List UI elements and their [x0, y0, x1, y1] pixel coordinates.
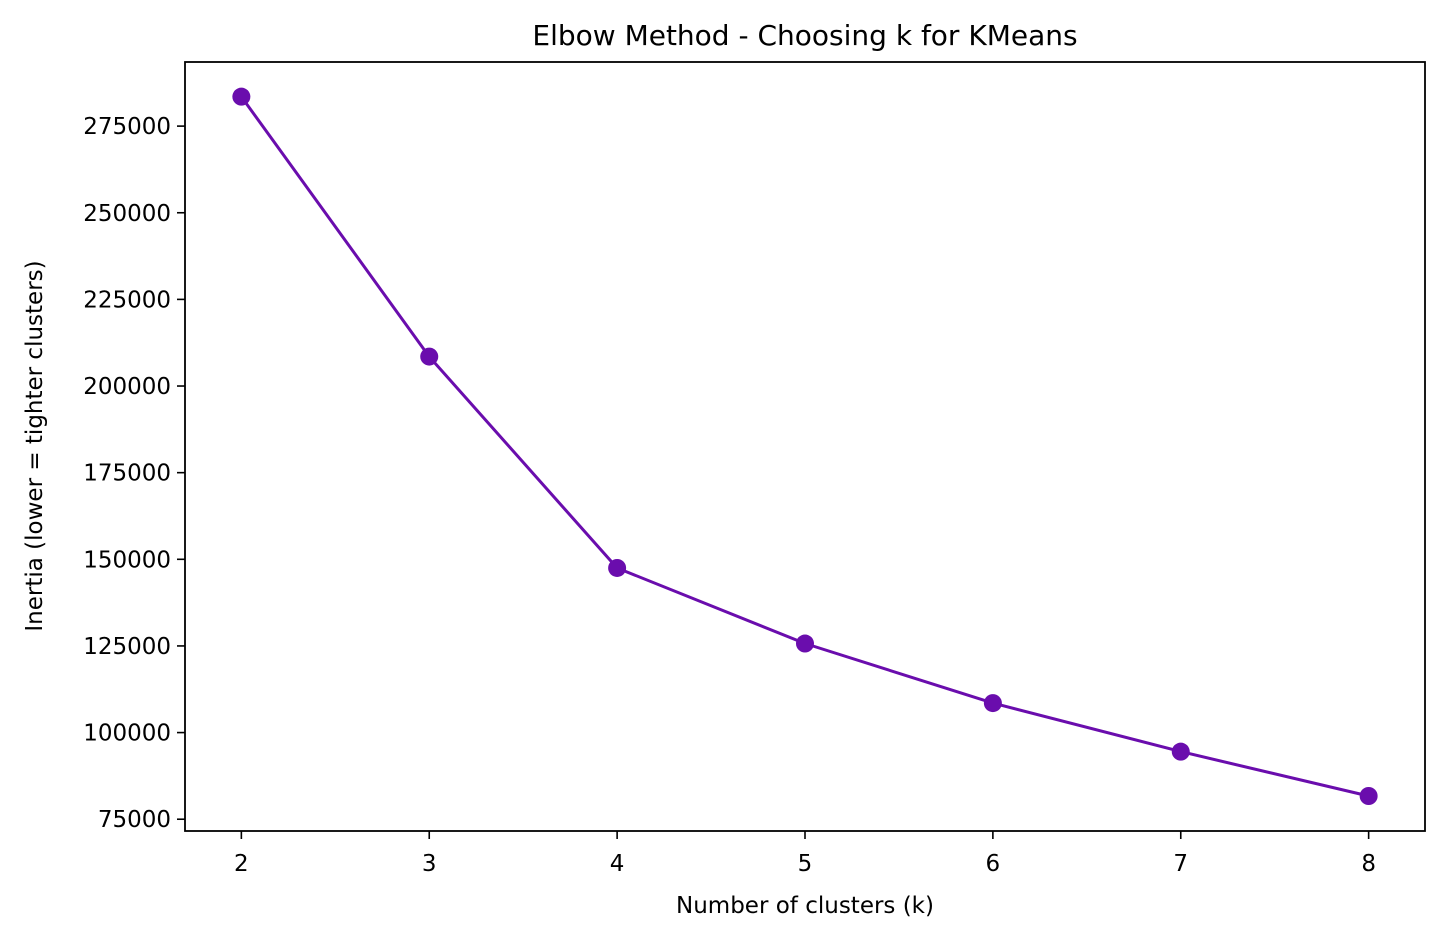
plot-frame	[184, 61, 1426, 832]
y-tick-label: 150000	[83, 547, 171, 573]
data-point	[983, 694, 1002, 713]
x-tick-label: 8	[1361, 851, 1376, 877]
y-tick-label: 125000	[83, 634, 171, 660]
y-tick-label: 200000	[83, 374, 171, 400]
series-group	[232, 87, 1378, 805]
y-tick-label: 75000	[98, 807, 171, 833]
y-tick-label: 225000	[83, 287, 171, 313]
x-tick-label: 2	[234, 851, 249, 877]
y-tick-label: 100000	[83, 721, 171, 747]
y-tick-label: 250000	[83, 201, 171, 227]
chart-title: Elbow Method - Choosing k for KMeans	[532, 19, 1077, 52]
data-point	[232, 87, 251, 106]
x-tick-label: 6	[986, 851, 1001, 877]
x-axis-label: Number of clusters (k)	[676, 893, 934, 919]
y-tick-label: 275000	[83, 114, 171, 140]
data-point	[1171, 742, 1190, 761]
data-point	[420, 347, 439, 366]
x-tick-label: 3	[422, 851, 437, 877]
data-point	[1359, 786, 1378, 805]
y-axis-ticks: 75000 100000 125000 150000 175000 200000 22500…	[83, 114, 185, 833]
x-tick-label: 5	[798, 851, 813, 877]
x-axis-ticks: 2 3 4 5 6 7 8	[234, 831, 1376, 877]
data-point	[608, 558, 627, 577]
y-tick-label: 175000	[83, 461, 171, 487]
y-axis-label: Inertia (lower = tighter clusters)	[22, 260, 48, 631]
x-tick-label: 7	[1173, 851, 1188, 877]
data-point	[796, 634, 814, 653]
x-tick-label: 4	[610, 851, 625, 877]
